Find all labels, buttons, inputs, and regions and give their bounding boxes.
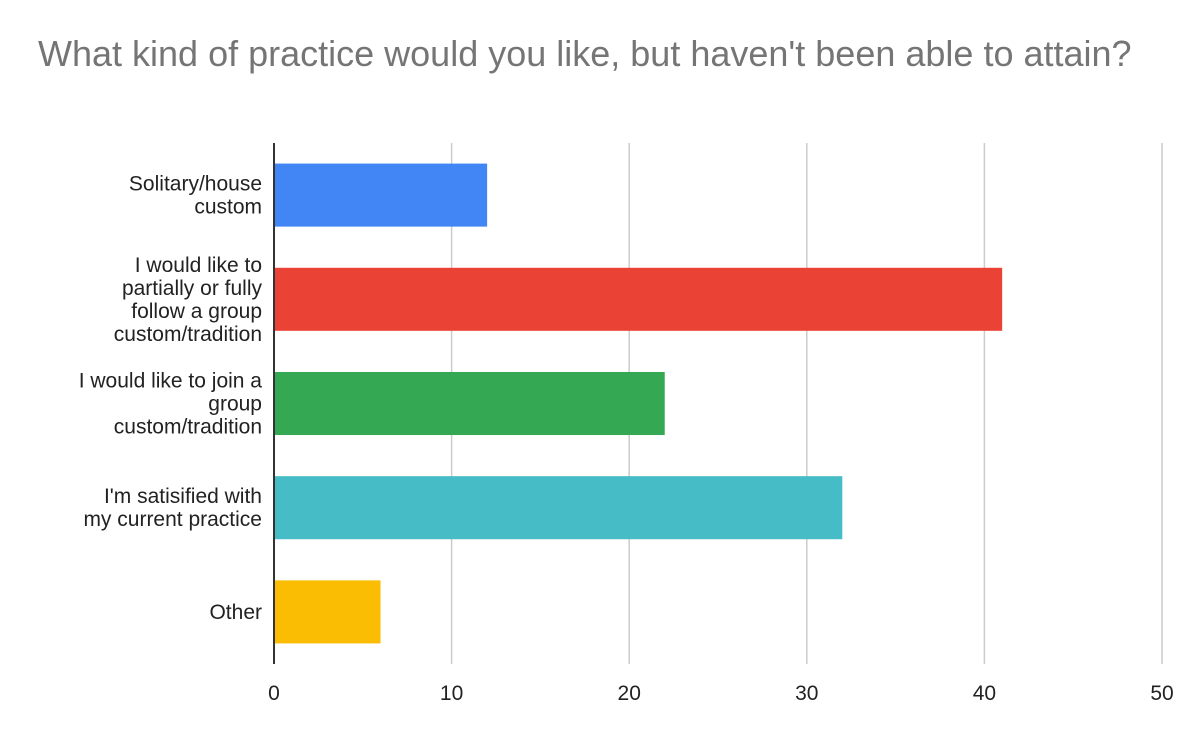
category-label-line: Other — [209, 601, 262, 624]
category-label-line: I would like to — [135, 254, 262, 277]
bar — [274, 267, 1003, 331]
bar — [274, 371, 665, 436]
x-tick-label: 10 — [440, 682, 463, 705]
x-tick-label: 50 — [1150, 682, 1173, 705]
category-label-line: I would like to join a — [79, 370, 263, 393]
category-label-line: Solitary/house — [129, 173, 262, 196]
bar — [274, 163, 488, 227]
category-label-line: my current practice — [83, 508, 262, 531]
category-label-line: partially or fully — [122, 277, 263, 300]
bar — [274, 476, 843, 540]
category-label-line: I'm satisified with — [104, 485, 262, 508]
bars — [274, 163, 1003, 644]
category-label: I would like to join a group custom/tradit… — [79, 370, 263, 439]
x-tick-label: 30 — [795, 682, 818, 705]
category-label: Other — [209, 601, 262, 624]
category-label: I'm satisified with my current practice — [83, 485, 262, 531]
bar — [274, 580, 381, 644]
category-label: I would like to partially or fully follow … — [114, 254, 263, 346]
x-tick-labels: 0 10 20 30 40 50 — [268, 682, 1174, 705]
category-label: Solitary/house custom — [129, 173, 262, 219]
category-labels: Solitary/house custom I would like to parti… — [79, 173, 263, 624]
category-label-line: custom — [194, 196, 262, 219]
category-label-line: follow a group — [131, 300, 262, 323]
category-label-line: custom/tradition — [114, 323, 262, 346]
x-tick-label: 40 — [973, 682, 996, 705]
x-tick-label: 20 — [618, 682, 641, 705]
x-tick-label: 0 — [268, 682, 280, 705]
chart-title: What kind of practice would you like, bu… — [38, 33, 1132, 74]
category-label-line: custom/tradition — [114, 416, 262, 439]
category-label-line: group — [208, 393, 262, 416]
